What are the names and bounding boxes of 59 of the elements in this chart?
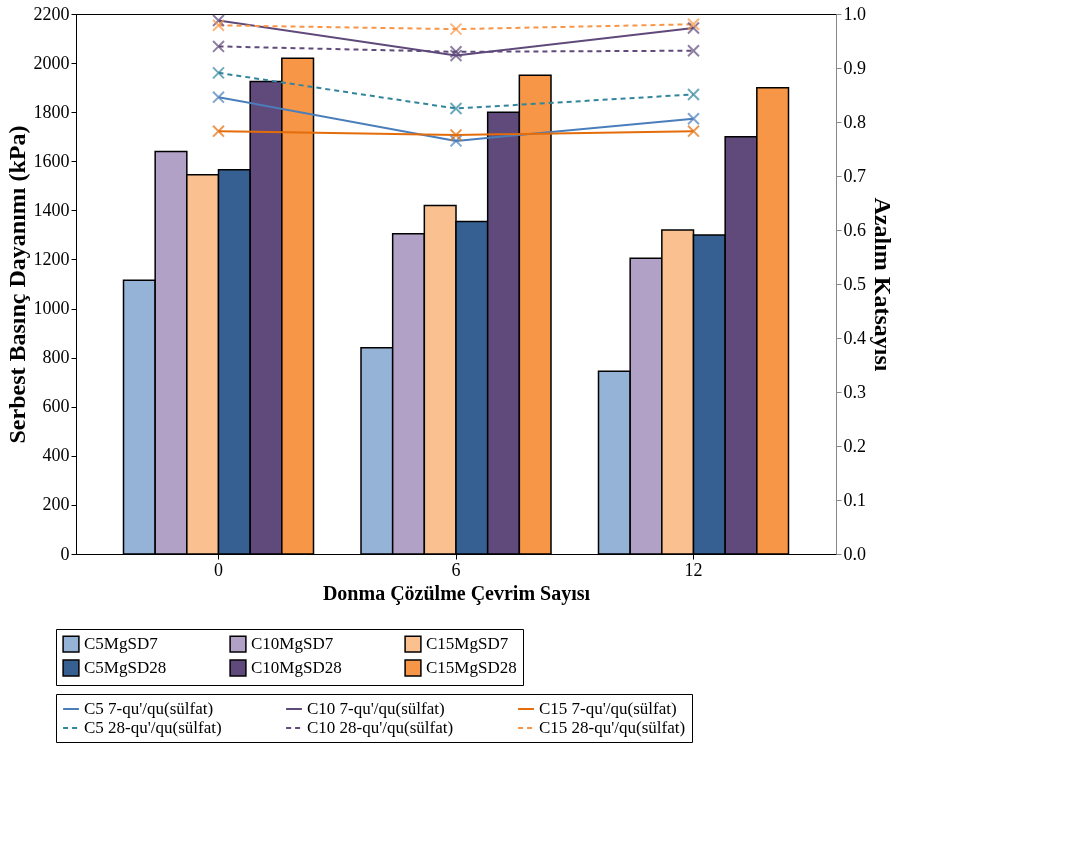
y-tick-label: 1000 bbox=[33, 298, 70, 319]
point bbox=[449, 102, 463, 115]
point bbox=[449, 49, 463, 63]
point bbox=[687, 44, 700, 58]
point bbox=[687, 21, 700, 35]
x-tick-label: 6 bbox=[451, 559, 461, 580]
y2-tick-label: 0.0 bbox=[843, 543, 866, 564]
legend-label: C10MgSD28 bbox=[251, 658, 342, 677]
y2-tick-label: 0.9 bbox=[843, 57, 866, 78]
point bbox=[687, 17, 700, 31]
y-tick-label: 2200 bbox=[33, 3, 70, 24]
legend-label: C15 28-qu'/qu(sülfat) bbox=[539, 718, 686, 737]
x-tick-label: 12 bbox=[684, 559, 703, 580]
point bbox=[212, 18, 225, 32]
y2-tick-label: 0.5 bbox=[843, 273, 866, 294]
y2-tick-label: 0.3 bbox=[843, 381, 866, 402]
legend-label: C5MgSD28 bbox=[84, 658, 167, 677]
y-tick-label: 2000 bbox=[33, 52, 70, 73]
y-axis-title: Serbest Basınç Dayanımı (kPa) bbox=[3, 125, 30, 444]
y-tick-label: 200 bbox=[42, 494, 70, 515]
point bbox=[449, 128, 463, 142]
y-tick-label: 800 bbox=[42, 347, 70, 368]
point bbox=[449, 22, 463, 36]
legend-label: C5 28-qu'/qu(sülfat) bbox=[84, 718, 222, 737]
y-tick-label: 1600 bbox=[33, 150, 70, 171]
y-tick-label: 1400 bbox=[33, 199, 70, 220]
point bbox=[449, 134, 463, 148]
point bbox=[687, 112, 700, 126]
legend-label: C15MgSD28 bbox=[426, 658, 517, 677]
point bbox=[687, 124, 700, 138]
point bbox=[212, 14, 225, 27]
legend-label: C5 7-qu'/qu(sülfat) bbox=[84, 699, 214, 718]
point bbox=[687, 87, 700, 101]
y2-tick-label: 0.8 bbox=[843, 111, 866, 132]
legend-label: C10 28-qu'/qu(sülfat) bbox=[307, 718, 454, 737]
point bbox=[212, 39, 225, 53]
y-tick-label: 0 bbox=[60, 543, 70, 564]
y2-axis-title: Azalım Katsayısı bbox=[870, 197, 896, 372]
y2-tick-label: 0.4 bbox=[843, 327, 866, 348]
legend-label: C10MgSD7 bbox=[251, 634, 334, 654]
point bbox=[449, 45, 463, 59]
point bbox=[212, 124, 225, 138]
legend-label: C10 7-qu'/qu(sülfat) bbox=[307, 699, 445, 718]
y-tick-label: 1200 bbox=[33, 248, 70, 269]
y-tick-label: 1800 bbox=[33, 101, 70, 122]
y2-tick-label: 0.1 bbox=[843, 489, 866, 510]
y-tick-label: 600 bbox=[42, 396, 70, 417]
legend-label: C15MgSD7 bbox=[426, 634, 509, 654]
y2-tick-label: 0.6 bbox=[843, 219, 866, 240]
y2-tick-label: 0.7 bbox=[843, 165, 866, 186]
point bbox=[212, 66, 225, 80]
x-axis-title: Donma Çözülme Çevrim Sayısı bbox=[322, 581, 591, 605]
x-tick-label: 0 bbox=[214, 559, 223, 580]
y2-tick-label: 1.0 bbox=[843, 3, 866, 24]
legend-label: C15 7-qu'/qu(sülfat) bbox=[539, 699, 677, 718]
y2-tick-label: 0.2 bbox=[843, 435, 866, 456]
y-tick-label: 400 bbox=[42, 445, 70, 466]
point bbox=[212, 90, 225, 104]
legend-label: C5MgSD7 bbox=[84, 634, 159, 654]
